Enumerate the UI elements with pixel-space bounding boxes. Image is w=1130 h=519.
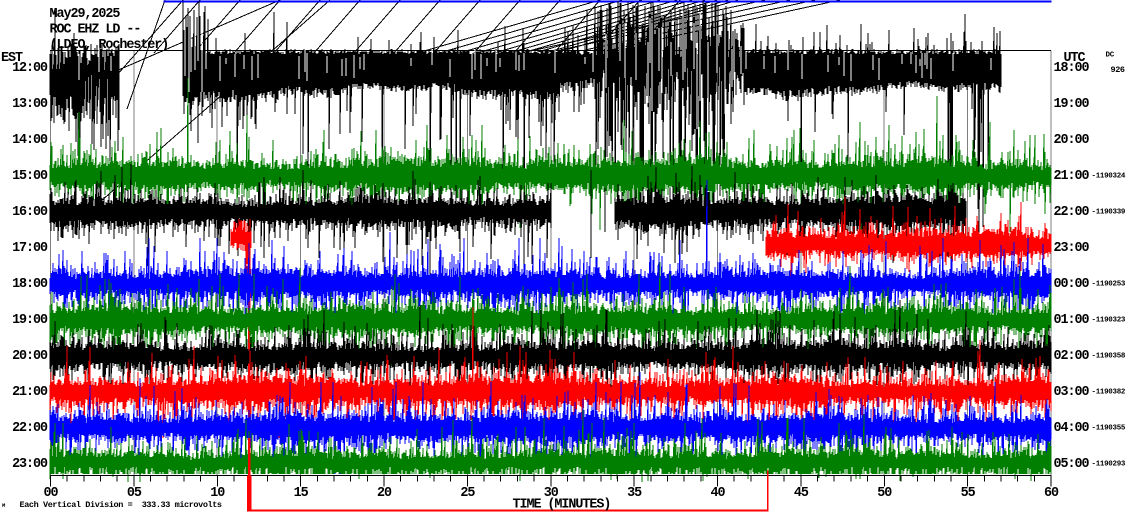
svg-text:03:00: 03:00: [1054, 385, 1090, 400]
svg-text:18:00: 18:00: [1054, 61, 1090, 76]
svg-text:55: 55: [961, 486, 976, 501]
svg-text:20:00: 20:00: [1054, 133, 1090, 148]
svg-text:-1190293: -1190293: [1092, 461, 1126, 469]
svg-text:18:00: 18:00: [12, 277, 48, 292]
svg-text:23:00: 23:00: [1054, 241, 1090, 256]
svg-text:05: 05: [127, 486, 142, 501]
svg-text:20:00: 20:00: [12, 349, 48, 364]
svg-text:10: 10: [210, 486, 225, 501]
svg-text:22:00: 22:00: [1054, 205, 1090, 220]
svg-text:M: M: [2, 502, 6, 509]
svg-text:23:00: 23:00: [12, 457, 48, 472]
svg-text:21:00: 21:00: [12, 385, 48, 400]
svg-text:13:00: 13:00: [12, 97, 48, 112]
svg-text:15: 15: [294, 486, 309, 501]
svg-text:00: 00: [44, 486, 59, 501]
svg-text:-1190382: -1190382: [1092, 389, 1126, 397]
svg-text:02:00: 02:00: [1054, 349, 1090, 364]
svg-text:40: 40: [711, 486, 726, 501]
svg-text:04:00: 04:00: [1054, 421, 1090, 436]
svg-text:-1190324: -1190324: [1092, 173, 1126, 181]
svg-text:25: 25: [460, 486, 475, 501]
svg-text:Each Vertical Division = 333.: Each Vertical Division = 333.33 microvol…: [20, 500, 222, 510]
svg-text:EST: EST: [1, 51, 23, 66]
svg-text:926: 926: [1111, 65, 1125, 75]
svg-text:DC: DC: [1106, 52, 1115, 60]
svg-text:22:00: 22:00: [12, 421, 48, 436]
svg-text:-1190339: -1190339: [1092, 209, 1126, 217]
svg-text:00:00: 00:00: [1054, 277, 1090, 292]
svg-text:(LDEO, Rochester): (LDEO, Rochester): [50, 38, 169, 53]
svg-text:05:00: 05:00: [1054, 457, 1090, 472]
svg-text:19:00: 19:00: [1054, 97, 1090, 112]
svg-text:45: 45: [794, 486, 809, 501]
svg-text:30: 30: [544, 486, 559, 501]
svg-text:-1190323: -1190323: [1092, 317, 1126, 325]
svg-text:ROC EHZ LD --: ROC EHZ LD --: [50, 23, 141, 38]
svg-text:-1190358: -1190358: [1092, 353, 1126, 361]
svg-text:15:00: 15:00: [12, 169, 48, 184]
svg-text:TIME (MINUTES): TIME (MINUTES): [513, 498, 611, 513]
svg-text:14:00: 14:00: [12, 133, 48, 148]
svg-text:19:00: 19:00: [12, 313, 48, 328]
svg-text:01:00: 01:00: [1054, 313, 1090, 328]
svg-text:UTC: UTC: [1064, 51, 1086, 66]
svg-text:-1190355: -1190355: [1092, 425, 1126, 433]
svg-text:17:00: 17:00: [12, 241, 48, 256]
svg-text:60: 60: [1044, 486, 1059, 501]
svg-text:35: 35: [627, 486, 642, 501]
svg-text:12:00: 12:00: [12, 61, 48, 76]
svg-text:May29,2025: May29,2025: [50, 7, 121, 22]
svg-text:21:00: 21:00: [1054, 169, 1090, 184]
svg-text:50: 50: [877, 486, 892, 501]
svg-text:20: 20: [377, 486, 392, 501]
svg-text:16:00: 16:00: [12, 205, 48, 220]
svg-text:-1190253: -1190253: [1092, 281, 1126, 289]
